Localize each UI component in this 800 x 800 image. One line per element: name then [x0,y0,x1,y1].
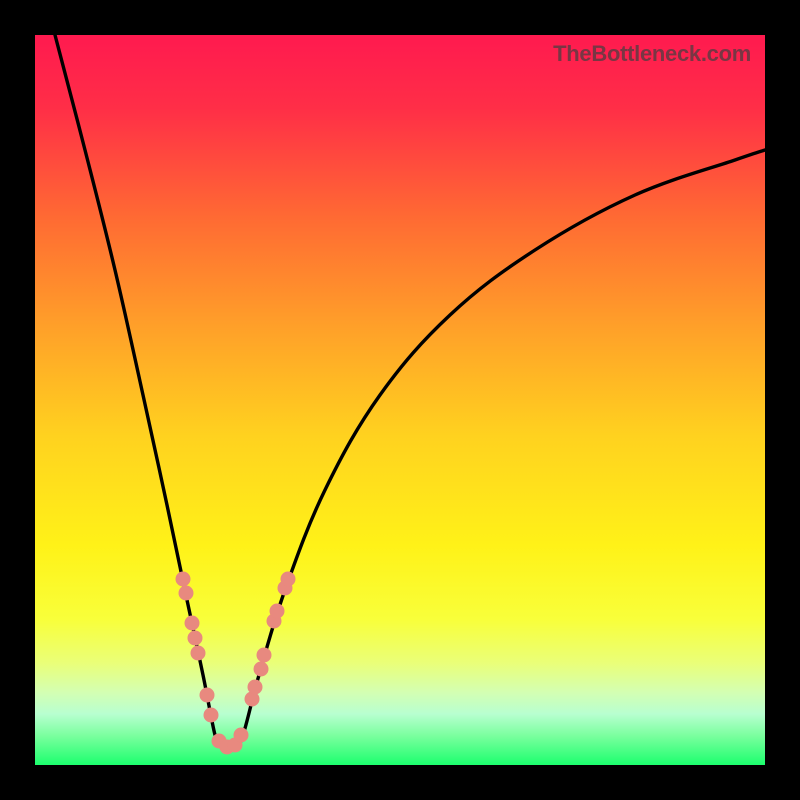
chart-frame: TheBottleneck.com [0,0,800,800]
data-marker [188,631,203,646]
data-marker [248,680,263,695]
data-marker [185,616,200,631]
data-marker [254,662,269,677]
data-marker [270,604,285,619]
data-marker [191,646,206,661]
plot-area: TheBottleneck.com [35,35,765,765]
data-marker [176,572,191,587]
marker-group [176,572,296,755]
data-marker [234,728,249,743]
data-marker [179,586,194,601]
curve-layer [35,35,765,765]
data-marker [257,648,272,663]
data-marker [281,572,296,587]
data-marker [200,688,215,703]
data-marker [204,708,219,723]
v-curve [55,35,765,749]
